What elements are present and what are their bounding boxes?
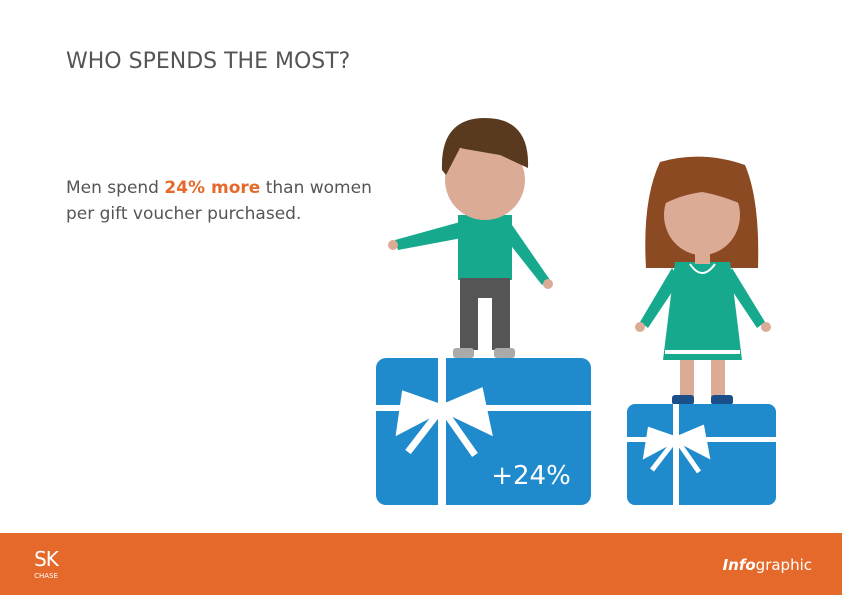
body-highlight: 24% more xyxy=(164,178,260,198)
man-figure xyxy=(388,118,553,358)
tag-rest: graphic xyxy=(756,556,812,574)
logo: SK xyxy=(34,547,60,571)
body-text: Men spend xyxy=(66,178,164,198)
title: WHO SPENDS THE MOST? xyxy=(66,49,350,74)
card-label: +24% xyxy=(491,461,571,491)
footer-band xyxy=(0,533,842,595)
body-line: Men spend 24% more than women xyxy=(66,178,372,198)
body-line: per gift voucher purchased. xyxy=(66,204,301,224)
logo-sub: CHASE xyxy=(34,572,58,580)
small-gift-card xyxy=(627,404,776,505)
big-gift-card: +24% xyxy=(376,358,591,505)
body-text: than women xyxy=(260,178,372,198)
footer-tag: Infographic xyxy=(723,556,812,574)
tag-bold: Info xyxy=(723,556,756,574)
woman-figure xyxy=(635,156,771,405)
